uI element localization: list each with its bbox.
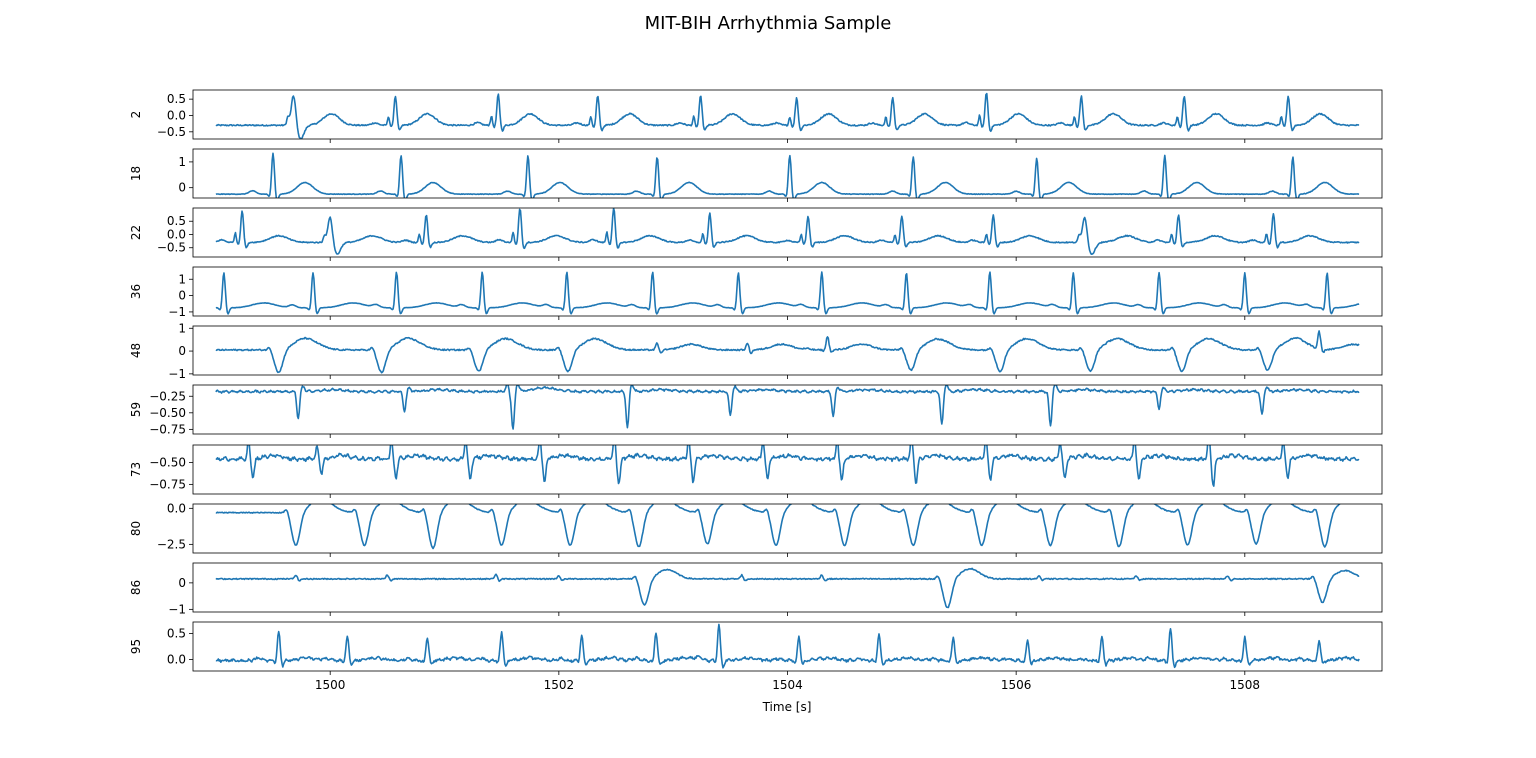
ecg-trace-95 — [215, 623, 1360, 669]
y-tick-label: 0 — [178, 576, 186, 590]
y-axis-label: 22 — [129, 225, 143, 240]
x-tick-label: 1504 — [772, 678, 803, 692]
axes-frame — [192, 89, 1383, 140]
panel-36: 1 0 −1 36 — [129, 266, 1383, 320]
ecg-trace-73 — [215, 445, 1360, 487]
ecg-trace-18 — [215, 152, 1360, 198]
axes-frame — [192, 621, 1383, 672]
y-tick-label: 0.0 — [167, 653, 186, 667]
y-tick-label: 0 — [178, 181, 186, 195]
ecg-trace-22 — [215, 208, 1360, 255]
axes-frame — [192, 325, 1383, 376]
y-tick-label: 0.0 — [167, 108, 186, 122]
panel-80: 0.0 −2.5 80 — [129, 501, 1383, 557]
y-axis-label: 18 — [129, 166, 143, 181]
panel-2: 0.5 0.0 −0.5 2 — [129, 89, 1383, 143]
panel-95: 0.5 0.0 95 1500 1502 1504 1506 1508 — [129, 621, 1383, 692]
y-tick-label: −0.5 — [157, 125, 186, 139]
panels-group: 0.50.0−0.5210180.50.0−0.52210−13610−148−… — [129, 89, 1383, 692]
ecg-trace-80 — [215, 504, 1342, 550]
y-tick-label: −0.50 — [149, 456, 186, 470]
axes-frame — [192, 562, 1383, 613]
axes-frame — [192, 266, 1383, 317]
panel-86: 0 −1 86 — [129, 562, 1383, 616]
y-axis-label: 86 — [129, 580, 143, 595]
y-tick-label: 1 — [178, 321, 186, 335]
ecg-trace-36 — [215, 271, 1360, 315]
y-tick-label: 0.5 — [167, 214, 186, 228]
y-tick-label: −0.25 — [149, 389, 186, 403]
y-tick-label: 0.0 — [167, 227, 186, 241]
ecg-trace-48 — [215, 330, 1360, 374]
y-tick-label: 0.5 — [167, 626, 186, 640]
panel-18: 1 0 18 — [129, 148, 1383, 202]
y-tick-label: −1 — [168, 602, 186, 616]
y-tick-label: −0.75 — [149, 477, 186, 491]
chart-title: MIT-BIH Arrhythmia Sample — [645, 13, 892, 34]
y-axis-label: 48 — [129, 343, 143, 358]
x-tick-label: 1506 — [1001, 678, 1032, 692]
y-tick-label: 1 — [178, 155, 186, 169]
y-axis-label: 80 — [129, 521, 143, 536]
y-tick-label: 0.0 — [167, 501, 186, 515]
y-axis-label: 36 — [129, 284, 143, 299]
y-axis-label: 2 — [129, 111, 143, 119]
y-tick-label: −0.5 — [157, 241, 186, 255]
x-tick-label: 1508 — [1230, 678, 1261, 692]
axes-frame — [192, 207, 1383, 258]
y-tick-label: −0.50 — [149, 406, 186, 420]
y-tick-label: 0 — [178, 289, 186, 303]
y-tick-label: 1 — [178, 272, 186, 286]
y-axis-label: 59 — [129, 402, 143, 417]
x-tick-label: 1500 — [315, 678, 346, 692]
x-axis-label: Time [s] — [762, 700, 812, 714]
y-axis-label: 95 — [129, 639, 143, 654]
y-tick-label: −0.75 — [149, 422, 186, 436]
panel-59: −0.25 −0.50 −0.75 59 — [129, 384, 1383, 438]
y-tick-label: 0 — [178, 344, 186, 358]
panel-22: 0.50.0−0.5 22 — [129, 207, 1383, 261]
panel-73: −0.50 −0.75 73 — [129, 444, 1383, 498]
y-axis-label: 73 — [129, 462, 143, 477]
axes-frame — [192, 503, 1383, 554]
y-tick-label: 0.5 — [167, 92, 186, 106]
ecg-trace-2 — [215, 92, 1360, 139]
panel-48: 1 0 −1 48 — [129, 321, 1383, 381]
x-tick-label: 1502 — [544, 678, 575, 692]
y-tick-label: −1 — [168, 367, 186, 381]
y-tick-label: −1 — [168, 305, 186, 319]
axes-frame — [192, 444, 1383, 495]
ecg-trace-86 — [215, 567, 1360, 609]
ecg-trace-59 — [215, 385, 1360, 430]
y-tick-label: −2.5 — [157, 537, 186, 551]
